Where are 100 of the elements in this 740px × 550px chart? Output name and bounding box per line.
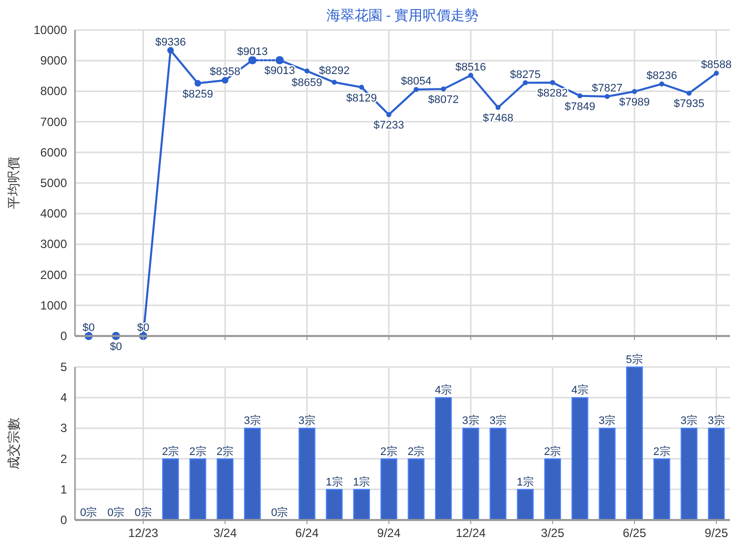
data-label: $8516 (455, 61, 486, 74)
data-label: $7233 (374, 120, 404, 132)
data-label: $8292 (318, 65, 350, 78)
data-label: 0宗 (134, 506, 152, 519)
x-tick-label: 6/25 (622, 526, 646, 540)
point (686, 90, 692, 96)
point (714, 70, 719, 76)
y-tick-label: 2000 (40, 268, 68, 282)
bar (626, 366, 643, 520)
data-label: 3宗 (489, 414, 507, 428)
data-label: $8054 (400, 76, 432, 88)
bar (326, 488, 343, 520)
point (577, 93, 582, 98)
y-axis-title: 成交宗數 (6, 418, 21, 470)
bar (353, 488, 370, 520)
data-label: $7468 (482, 112, 514, 124)
bar (516, 488, 534, 520)
bar (244, 428, 261, 520)
data-label: 3宗 (680, 414, 698, 428)
y-tick-label: 1 (60, 482, 68, 496)
bar (598, 428, 616, 520)
y-tick-label: 2 (60, 452, 68, 466)
y-tick-label: 9000 (40, 54, 68, 68)
point (359, 84, 364, 90)
x-tick-label: 12/23 (128, 526, 159, 540)
x-tick-label: 6/24 (295, 526, 319, 540)
data-label: $9336 (155, 36, 186, 48)
data-label: $8259 (182, 88, 214, 100)
data-label: $8659 (292, 77, 322, 90)
data-label: 2宗 (544, 444, 562, 458)
bar (408, 458, 425, 520)
y-tick-label: 8000 (40, 84, 68, 98)
data-label: $9013 (264, 65, 295, 78)
y-tick-label: 0 (60, 513, 68, 527)
bar (162, 458, 179, 520)
bar (298, 428, 316, 520)
data-label: $9013 (237, 46, 268, 58)
y-tick-label: 5000 (40, 176, 68, 190)
data-label: 3宗 (708, 414, 725, 428)
chart-title: 海翠花園 - 實用呎價走勢 (326, 7, 479, 23)
data-label: 0宗 (271, 506, 288, 519)
data-label: $8282 (537, 88, 568, 100)
bar (189, 458, 206, 520)
data-label: 4宗 (571, 384, 588, 397)
y-axis-title: 平均呎價 (6, 157, 21, 209)
data-label: 2宗 (189, 444, 206, 458)
point (386, 112, 392, 118)
bar (680, 428, 698, 520)
x-tick-label: 3/24 (213, 526, 238, 540)
data-label: 0宗 (80, 506, 98, 519)
point (522, 80, 528, 86)
y-tick-label: 5 (60, 360, 68, 374)
data-label: 2宗 (653, 444, 670, 458)
x-tick-label: 12/24 (456, 526, 486, 540)
data-label: 3宗 (244, 414, 261, 428)
bar (544, 458, 562, 520)
data-label: $7935 (674, 98, 704, 110)
data-label: $8588 (701, 59, 732, 72)
point (440, 86, 446, 92)
y-tick-label: 3000 (40, 237, 68, 252)
x-tick-label: 9/25 (704, 526, 728, 540)
y-tick-label: 0 (60, 329, 68, 343)
y-tick-label: 4000 (40, 206, 68, 221)
x-tick-label: 3/25 (540, 526, 565, 540)
point (304, 68, 310, 74)
data-label: $8236 (646, 70, 678, 82)
data-label: $8072 (428, 94, 459, 106)
bar (216, 458, 234, 520)
point (414, 87, 419, 92)
point (194, 80, 202, 87)
point (332, 80, 337, 85)
point (659, 81, 664, 86)
bar (571, 397, 588, 520)
bar (653, 458, 670, 520)
data-label: 0宗 (107, 506, 124, 519)
data-label: $7989 (619, 96, 650, 109)
bar (435, 397, 452, 520)
data-label: $7849 (564, 100, 596, 113)
y-tick-label: 1000 (40, 298, 68, 312)
point (468, 72, 474, 78)
data-label: 1宗 (326, 475, 343, 488)
bar (462, 428, 480, 520)
data-label: 1宗 (516, 475, 534, 488)
y-tick-label: 4 (60, 390, 68, 405)
data-label: 2宗 (216, 444, 234, 458)
data-label: $0 (82, 322, 95, 334)
data-label: 3宗 (598, 414, 616, 428)
point (550, 80, 556, 86)
data-label: 2宗 (162, 444, 180, 458)
bar (490, 428, 506, 520)
point (222, 76, 228, 84)
point (167, 47, 174, 54)
bar (708, 428, 725, 520)
y-tick-label: 7000 (40, 114, 68, 129)
point (604, 94, 610, 99)
data-label: $7827 (592, 82, 622, 94)
y-tick-label: 6000 (40, 145, 68, 160)
data-label: $0 (110, 341, 122, 353)
data-label: 1宗 (353, 475, 370, 488)
x-tick-label: 9/24 (377, 526, 401, 540)
